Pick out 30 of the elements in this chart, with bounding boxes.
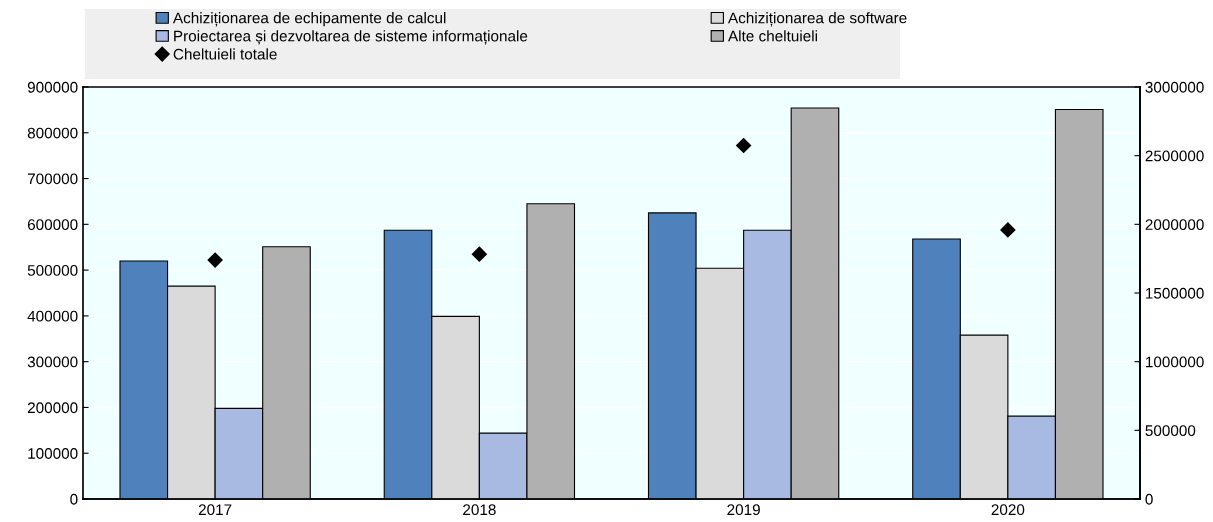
y2-tick-label: 0	[1145, 493, 1153, 505]
y2-tick-label: 1000000	[1146, 356, 1204, 368]
y-tick-label: 500000	[27, 264, 78, 276]
legend-label: Achiziționarea de echipamente de calcul	[172, 12, 446, 27]
y2-tick-label: 2500000	[1145, 150, 1204, 162]
point	[471, 246, 487, 262]
y-tick-label: 600000	[27, 219, 78, 231]
point	[736, 137, 752, 154]
y-tick-label: 400000	[27, 310, 78, 322]
legend-label: Achiziționarea de software	[728, 12, 907, 27]
y2-tick-label: 2000000	[1145, 219, 1204, 231]
point	[1000, 222, 1016, 238]
legend-label: Alte cheltuieli	[728, 30, 817, 42]
y-tick-label: 200000	[27, 402, 78, 414]
legend-label: Cheltuieli totale	[173, 48, 277, 60]
x-tick-label: 2017	[198, 504, 232, 516]
y-tick-label: 800000	[27, 127, 78, 139]
y-tick-label: 900000	[27, 81, 78, 93]
y-tick-label: 100000	[28, 448, 78, 459]
y-tick-label: 0	[70, 493, 78, 505]
x-tick-label: 2020	[991, 504, 1025, 516]
y-tick-label: 700000	[27, 173, 78, 185]
legend-label: Proiectarea și dezvoltarea de sisteme informaționale	[174, 30, 528, 45]
point	[207, 252, 223, 268]
y2-tick-label: 3000000	[1145, 81, 1204, 93]
x-tick-label: 2019	[727, 504, 760, 516]
y-tick-label: 300000	[27, 356, 78, 368]
x-tick-label: 2018	[463, 504, 496, 516]
y2-tick-label: 1500000	[1146, 287, 1204, 299]
y2-tick-label: 500000	[1145, 425, 1196, 437]
